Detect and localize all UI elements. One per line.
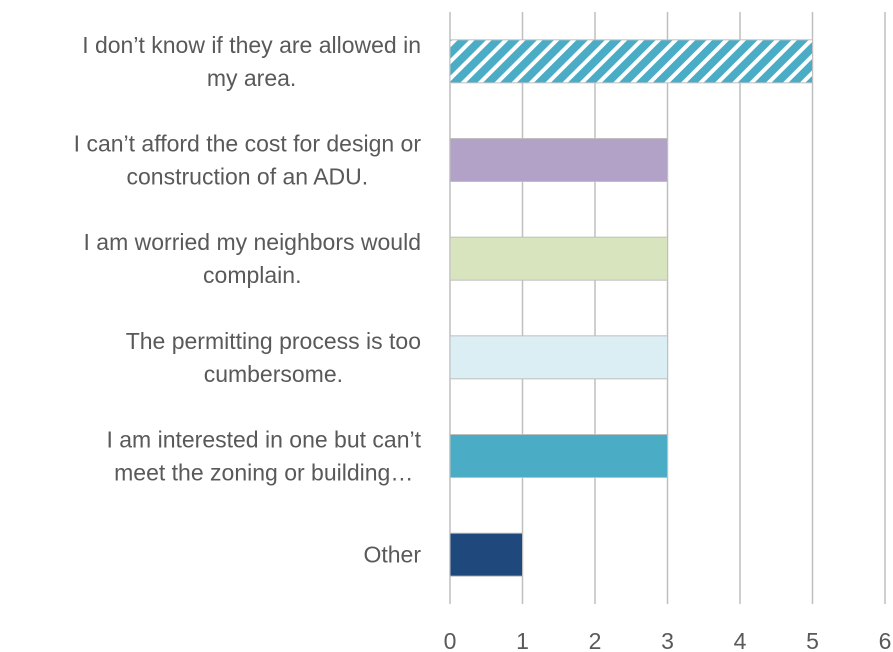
category-label: The permitting process is too bbox=[126, 328, 421, 354]
x-tick-labels: 0 1 2 3 4 5 6 bbox=[444, 628, 892, 652]
category-label: complain. bbox=[203, 262, 301, 288]
category-label: I don’t know if they are allowed in bbox=[82, 32, 421, 58]
category-label: I am interested in one but can’t bbox=[106, 427, 421, 453]
x-tick-label: 0 bbox=[444, 628, 457, 652]
bar-4 bbox=[449, 434, 668, 478]
x-tick-label: 2 bbox=[589, 628, 602, 652]
category-label: I am worried my neighbors would bbox=[84, 229, 421, 255]
category-labels: I don’t know if they are allowed in my ar… bbox=[74, 32, 422, 568]
bar-0 bbox=[449, 39, 813, 84]
gridlines bbox=[449, 12, 886, 604]
bar-3 bbox=[449, 335, 668, 380]
x-tick-label: 1 bbox=[516, 628, 529, 652]
category-label: my area. bbox=[207, 65, 296, 91]
category-label: Other bbox=[363, 542, 421, 568]
x-tick-label: 6 bbox=[879, 628, 892, 652]
bars bbox=[449, 39, 813, 577]
bar-1 bbox=[449, 138, 668, 182]
bar-5 bbox=[449, 532, 523, 577]
category-label: cumbersome. bbox=[204, 361, 343, 387]
category-label: I can’t afford the cost for design or bbox=[74, 131, 422, 157]
category-label: construction of an ADU. bbox=[127, 164, 369, 190]
bar-2 bbox=[449, 236, 668, 281]
category-label: meet the zoning or building… bbox=[114, 460, 413, 486]
x-tick-label: 4 bbox=[734, 628, 747, 652]
x-tick-label: 3 bbox=[661, 628, 674, 652]
x-tick-label: 5 bbox=[806, 628, 819, 652]
